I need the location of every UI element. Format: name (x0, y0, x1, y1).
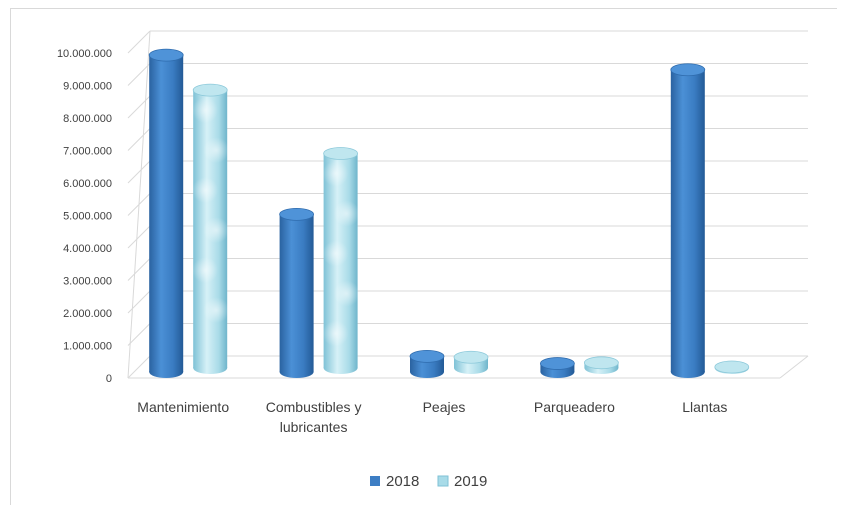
gridline-depth (127, 160, 151, 184)
x-tick-label: Mantenimiento (137, 399, 229, 415)
gridline-depth (127, 193, 151, 216)
gridline-depth (127, 225, 151, 249)
bar-2018-4 (670, 63, 706, 378)
gridline-depth (127, 323, 151, 346)
bar-2019-0 (192, 83, 230, 374)
y-tick-label: 6.000.000 (63, 178, 112, 190)
y-tick-label: 7.000.000 (63, 146, 112, 158)
legend-label: 2019 (454, 473, 487, 490)
bar-2018-2 (409, 349, 445, 378)
y-tick-label: 2.000.000 (63, 308, 112, 320)
bar-2018-3 (540, 357, 575, 378)
floor-edge (779, 355, 809, 379)
y-tick-label: 4.000.000 (63, 243, 112, 255)
bar-2019-1 (322, 147, 360, 374)
y-tick-label: 5.000.000 (63, 211, 112, 223)
x-tick-label: lubricantes (280, 419, 348, 435)
legend-label: 2018 (386, 473, 419, 490)
gridline-depth (127, 258, 151, 281)
legend-swatch-2019 (437, 475, 449, 487)
gridline-depth (127, 290, 151, 314)
gridline-depth (127, 128, 151, 151)
bar-2019-3 (584, 356, 619, 374)
y-tick-label: 8.000.000 (63, 113, 112, 125)
legend-swatch-2018 (370, 476, 380, 486)
bar-2018-0 (148, 48, 184, 378)
bar-2018-1 (279, 207, 315, 378)
gridline-depth (127, 63, 151, 86)
x-tick-label: Llantas (682, 399, 727, 415)
bar-2019-2 (453, 350, 489, 374)
gridline-depth (127, 30, 151, 54)
y-tick-label: 1.000.000 (63, 341, 112, 353)
x-tick-label: Combustibles y (266, 399, 362, 415)
y-tick-label: 0 (106, 373, 112, 385)
y-tick-label: 9.000.000 (63, 81, 112, 93)
y-tick-label: 3.000.000 (63, 276, 112, 288)
y-tick-label: 10.000.000 (57, 48, 112, 60)
chart-frame (10, 8, 837, 505)
bar-2019-4 (714, 360, 750, 374)
gridline-depth (127, 355, 151, 379)
x-tick-label: Peajes (423, 399, 466, 415)
x-tick-label: Parqueadero (534, 399, 615, 415)
gridline-depth (127, 95, 151, 119)
